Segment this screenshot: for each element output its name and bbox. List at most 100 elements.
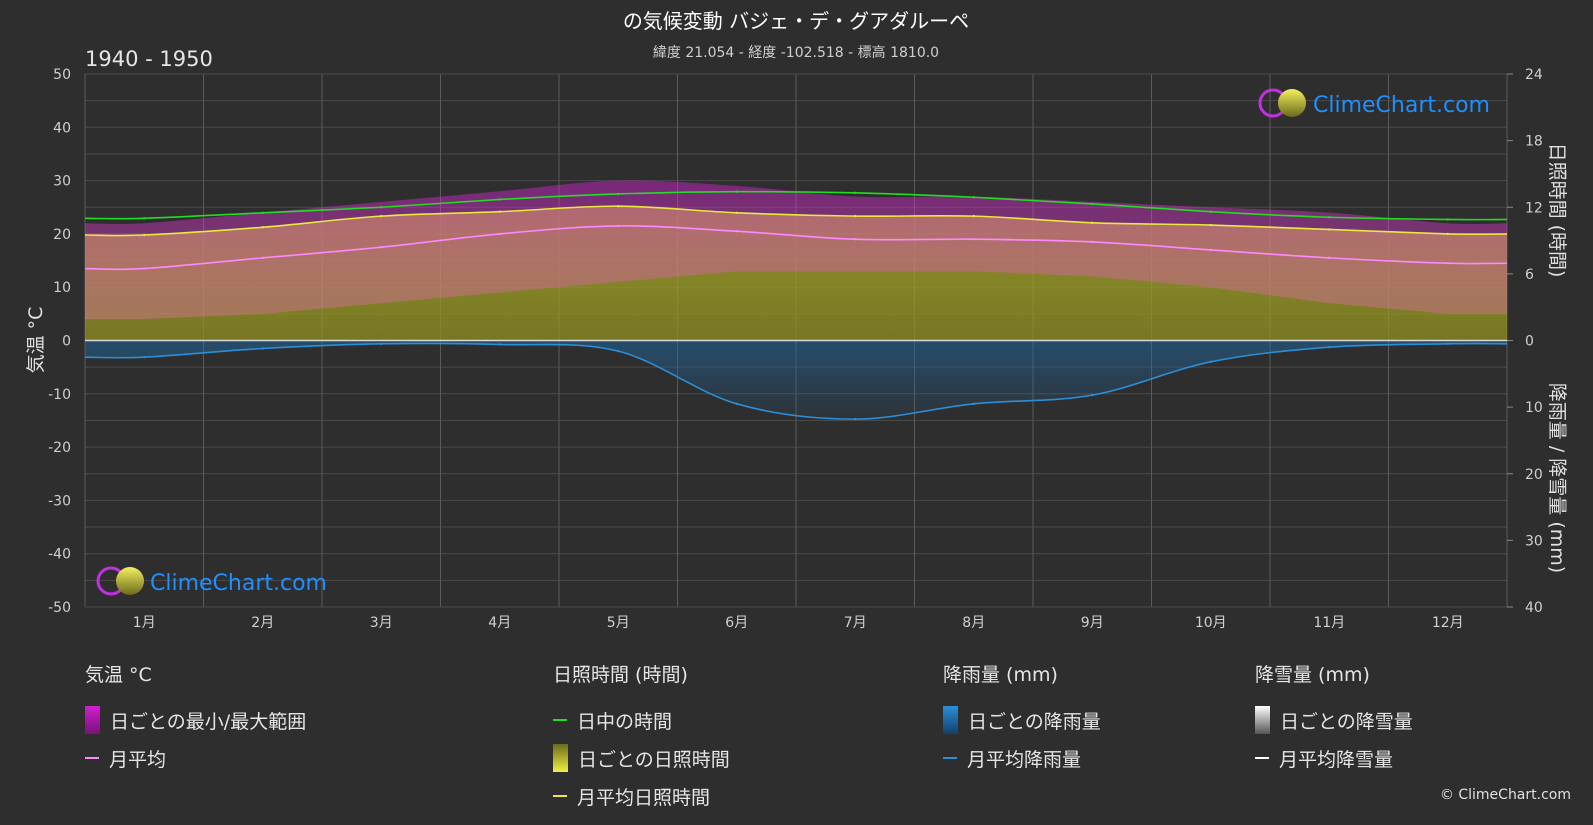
sunshine-avg-point <box>261 226 264 229</box>
temperature-range-band <box>85 180 1507 320</box>
y-right-tick-label: 12 <box>1525 200 1543 216</box>
rain-avg-point <box>1446 342 1449 346</box>
temperature-avg-point <box>380 246 383 249</box>
legend-label: 月平均日照時間 <box>577 786 711 809</box>
sunshine-avg-point <box>1328 228 1331 231</box>
sunshine-avg-point <box>617 204 620 208</box>
x-tick-label: 5月 <box>607 615 630 631</box>
temperature-avg-point <box>1091 240 1094 244</box>
legend-title: 日照時間 (時間) <box>553 664 688 686</box>
temperature-avg-point <box>617 224 620 228</box>
daylight-point <box>1091 202 1094 206</box>
copyright: © ClimeChart.com <box>1439 787 1571 803</box>
y-right-tick-label: 30 <box>1525 533 1543 549</box>
y-left-tick-label: 0 <box>62 334 71 350</box>
daylight-point <box>854 191 857 195</box>
y-left-tick-label: 20 <box>53 227 71 243</box>
temperature-avg-point <box>1446 262 1449 265</box>
legend-label: 日中の時間 <box>577 710 673 733</box>
y-left-tick-label: -50 <box>48 600 71 616</box>
rain-swatch-icon <box>943 706 958 734</box>
legend-label: 日ごとの最小/最大範囲 <box>110 710 307 733</box>
daylight-line <box>84 190 1508 221</box>
y-left-tick-label: 30 <box>53 174 71 190</box>
legend-rain: 降雨量 (mm) 日ごとの降雨量 月平均降雨量 <box>943 660 1101 777</box>
sunshine-avg-line <box>84 205 1508 237</box>
y-left-tick-label: -20 <box>48 440 71 456</box>
temperature-avg-point <box>1328 256 1331 260</box>
sunshine-avg-point <box>1209 223 1212 227</box>
logo-sun-icon <box>1278 89 1306 117</box>
rain-avg-point <box>380 342 383 346</box>
watermark-text: ClimeChart.com <box>150 571 327 596</box>
legend-label: 日ごとの降雪量 <box>1280 710 1413 733</box>
rain-area <box>85 340 1507 420</box>
rain-avg-line <box>84 342 1508 420</box>
daylight-point <box>972 196 975 199</box>
temperature-avg-line <box>84 225 1508 271</box>
watermark-top: ClimeChart.com <box>1258 88 1490 118</box>
legend-title: 降雪量 (mm) <box>1255 664 1370 686</box>
temperature-avg-point <box>498 232 501 236</box>
legend-temperature: 気温 °C 日ごとの最小/最大範囲 月平均 <box>85 660 306 777</box>
temperature-avg-point <box>261 256 264 260</box>
y-right-tick-label: 0 <box>1525 334 1534 350</box>
logo-sun-icon <box>116 567 144 595</box>
legend-label: 日ごとの日照時間 <box>578 748 730 771</box>
x-tick-label: 12月 <box>1432 615 1464 631</box>
legend-title: 降雨量 (mm) <box>943 664 1058 686</box>
rain-avg-point <box>261 347 264 350</box>
legend-item: 日ごとの最小/最大範囲 <box>85 701 306 739</box>
x-tick-label: 6月 <box>725 615 748 631</box>
rain-avg-point <box>1328 345 1331 349</box>
sunshine-avg-point <box>498 210 501 213</box>
x-tick-label: 11月 <box>1313 615 1345 631</box>
temperature-avg-point <box>143 267 146 270</box>
y-right-tick-label: 20 <box>1525 467 1543 483</box>
y-left-tick-label: 40 <box>53 120 71 136</box>
legend-label: 月平均降雪量 <box>1279 748 1394 771</box>
watermark-text: ClimeChart.com <box>1313 93 1490 118</box>
watermark-bottom: ClimeChart.com <box>96 566 327 596</box>
legend-title: 気温 °C <box>85 664 152 686</box>
y-left-tick-label: 10 <box>53 280 71 296</box>
rain-avg-point <box>498 343 501 346</box>
y-right-tick-label: 18 <box>1525 134 1543 150</box>
legend-label: 日ごとの降雨量 <box>968 710 1101 733</box>
rain-avg-point <box>735 402 738 405</box>
legend-label: 月平均降雨量 <box>967 748 1082 771</box>
axes: 50 40 30 20 10 0 -10 -20 -30 -40 -50 24 18 12 6 0 10 20 30… <box>48 67 1543 631</box>
sunshine-avg-point <box>854 214 857 218</box>
x-tick-label: 3月 <box>370 615 393 631</box>
snow-swatch-icon <box>1255 706 1270 734</box>
legend-item: 日ごとの降雨量 <box>943 701 1101 739</box>
rain-avg-point <box>143 355 146 359</box>
legend-item: 日中の時間 <box>553 701 730 739</box>
y-left-tick-label: 50 <box>53 67 71 83</box>
line-swatch-icon <box>943 757 957 759</box>
legend-label: 月平均 <box>109 748 167 771</box>
temperature-avg-point <box>854 238 857 241</box>
sunshine-swatch-icon <box>553 744 568 772</box>
y-left-tick-label: -10 <box>48 387 71 403</box>
temperature-avg-point <box>972 238 975 241</box>
x-tick-label: 10月 <box>1195 615 1227 631</box>
sunshine-avg-point <box>972 214 975 218</box>
period-label: 1940 - 1950 <box>85 47 213 71</box>
chart-title: の気候変動 バジェ・デ・グアダルーペ <box>623 9 969 33</box>
legend-snow: 降雪量 (mm) 日ごとの降雪量 月平均降雪量 <box>1255 660 1413 777</box>
sunshine-avg-point <box>735 211 738 215</box>
sunshine-avg-point <box>143 233 146 237</box>
legend-item: 月平均降雨量 <box>943 739 1101 777</box>
x-tick-label: 8月 <box>962 615 985 631</box>
legend-sunshine: 日照時間 (時間) 日中の時間 日ごとの日照時間 月平均日照時間 <box>553 660 730 815</box>
legend-item: 月平均日照時間 <box>553 777 730 815</box>
line-swatch-icon <box>1255 757 1269 759</box>
y-right-tick-label: 10 <box>1525 400 1543 416</box>
line-swatch-icon <box>553 719 567 721</box>
daylight-point <box>735 190 738 193</box>
y-right-tick-label: 40 <box>1525 600 1543 616</box>
series-lines <box>84 190 1508 421</box>
temperature-avg-point <box>735 230 738 233</box>
